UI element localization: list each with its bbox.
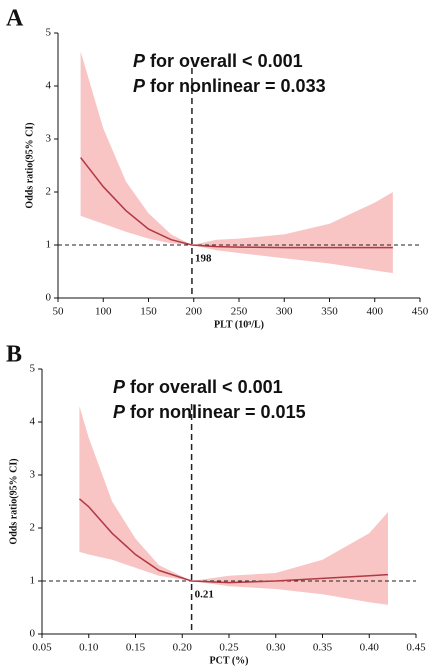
- ci-band: [80, 51, 393, 274]
- x-axis-label: PLT (10⁹/L): [214, 319, 264, 330]
- spline-line: [80, 157, 393, 249]
- annotation-italic: P: [133, 51, 146, 71]
- x-tick-label: 0.25: [219, 642, 239, 654]
- cutoff-label: 198: [195, 253, 212, 265]
- x-tick-label: 150: [140, 306, 157, 318]
- x-tick-label: 0.20: [173, 642, 193, 654]
- x-tick-label: 0.05: [32, 642, 52, 654]
- y-axis-label: Odds ratio(95% CI): [24, 122, 35, 208]
- annotation-text: for nonlinear = 0.015: [130, 402, 306, 422]
- x-tick-label: 100: [95, 306, 112, 318]
- cutoff-label: 0.21: [195, 589, 214, 601]
- annotation: P for overall < 0.001: [113, 377, 283, 397]
- x-tick-label: 300: [276, 306, 293, 318]
- x-tick-label: 0.35: [313, 642, 333, 654]
- x-tick-label: 0.30: [266, 642, 286, 654]
- y-tick-label: 2: [46, 186, 52, 198]
- x-tick-label: 0.15: [126, 642, 146, 654]
- y-tick-label: 4: [46, 80, 52, 92]
- x-tick-label: 450: [412, 306, 429, 318]
- annotation: P for nonlinear = 0.015: [113, 402, 306, 422]
- y-tick-label: 5: [46, 27, 52, 39]
- annotation-italic: P: [113, 377, 126, 397]
- annotation: P for overall < 0.001: [133, 51, 303, 71]
- y-tick-label: 0: [46, 292, 52, 304]
- y-tick-label: 3: [46, 133, 52, 145]
- y-tick-label: 1: [30, 575, 36, 587]
- x-tick-label: 250: [231, 306, 248, 318]
- y-axis-label: Odds ratio(95% CI): [8, 458, 19, 544]
- y-tick-label: 3: [30, 469, 36, 481]
- x-axis-label: PCT (%): [210, 655, 249, 666]
- annotation-text: for nonlinear = 0.033: [150, 76, 326, 96]
- panel-label: B: [6, 342, 22, 368]
- y-tick-label: 2: [30, 522, 36, 534]
- annotation: P for nonlinear = 0.033: [133, 76, 326, 96]
- x-tick-label: 350: [321, 306, 338, 318]
- x-tick-label: 200: [186, 306, 203, 318]
- panel-label: A: [6, 6, 24, 32]
- annotation-italic: P: [113, 402, 126, 422]
- x-tick-label: 50: [53, 306, 65, 318]
- y-tick-label: 0: [30, 628, 36, 640]
- y-tick-label: 5: [30, 363, 36, 375]
- x-tick-label: 400: [367, 306, 384, 318]
- y-tick-label: 1: [46, 239, 52, 251]
- ci-band: [79, 406, 388, 605]
- x-tick-label: 0.45: [406, 642, 426, 654]
- annotation-text: for overall < 0.001: [150, 51, 303, 71]
- annotation-text: for overall < 0.001: [130, 377, 283, 397]
- x-tick-label: 0.40: [360, 642, 380, 654]
- annotation-italic: P: [133, 76, 146, 96]
- x-tick-label: 0.10: [79, 642, 99, 654]
- y-tick-label: 4: [30, 416, 36, 428]
- spline-line: [78, 498, 388, 584]
